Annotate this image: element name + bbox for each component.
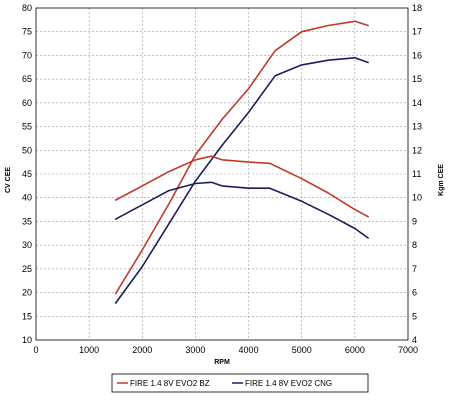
y-right-tick-label: 7 xyxy=(412,264,417,274)
y-right-tick-label: 14 xyxy=(412,98,422,108)
x-tick-label: 0 xyxy=(33,345,38,355)
y-left-tick-label: 80 xyxy=(22,3,32,13)
y-right-axis-title: Kgm CEE xyxy=(438,164,445,196)
x-tick-label: 6000 xyxy=(345,345,365,355)
series-line-power-bz xyxy=(114,20,369,295)
y-left-tick-label: 50 xyxy=(22,145,32,155)
y-right-tick-label: 9 xyxy=(412,216,417,226)
y-right-tick-label: 18 xyxy=(412,3,422,13)
y-left-tick-label: 75 xyxy=(22,27,32,37)
y-right-tick-label: 16 xyxy=(412,50,422,60)
x-tick-labels: 0 1000 2000 3000 4000 5000 6000 7000 xyxy=(33,345,418,355)
x-tick-label: 5000 xyxy=(292,345,312,355)
y-left-tick-label: 20 xyxy=(22,288,32,298)
plot-area-frame xyxy=(35,7,409,341)
x-tick-label: 3000 xyxy=(185,345,205,355)
grid xyxy=(36,8,408,340)
y-right-tick-label: 5 xyxy=(412,311,417,321)
series-lines xyxy=(114,20,369,304)
y-left-tick-label: 30 xyxy=(22,240,32,250)
y-left-tick-label: 60 xyxy=(22,98,32,108)
y-right-tick-labels: 4 5 6 7 8 9 10 11 12 13 14 15 16 17 18 xyxy=(412,3,422,345)
x-tick-label: 7000 xyxy=(398,345,418,355)
x-tick-label: 2000 xyxy=(132,345,152,355)
legend-label-cng: FIRE 1.4 8V EVO2 CNG xyxy=(245,379,332,388)
y-left-tick-label: 25 xyxy=(22,264,32,274)
x-axis-title: RPM xyxy=(214,359,230,366)
y-right-tick-label: 10 xyxy=(412,193,422,203)
y-left-tick-label: 70 xyxy=(22,50,32,60)
x-tick-label: 1000 xyxy=(79,345,99,355)
y-left-tick-label: 40 xyxy=(22,193,32,203)
y-left-tick-label: 10 xyxy=(22,335,32,345)
legend: FIRE 1.4 8V EVO2 BZ FIRE 1.4 8V EVO2 CNG xyxy=(111,373,369,393)
y-right-tick-label: 12 xyxy=(412,145,422,155)
y-right-tick-label: 11 xyxy=(412,169,421,179)
series-line-torque-cng xyxy=(114,181,369,239)
series-line-power-cng xyxy=(114,56,369,304)
legend-label-bz: FIRE 1.4 8V EVO2 BZ xyxy=(130,379,210,388)
y-right-tick-label: 15 xyxy=(412,74,422,84)
y-left-tick-label: 55 xyxy=(22,122,32,132)
y-left-tick-label: 35 xyxy=(22,216,32,226)
y-right-tick-label: 6 xyxy=(412,288,417,298)
y-right-tick-label: 8 xyxy=(412,240,417,250)
y-left-axis-title: CV CEE xyxy=(5,167,12,193)
y-right-tick-label: 17 xyxy=(412,27,422,37)
y-left-tick-labels: 10 15 20 25 30 35 40 45 50 55 60 65 70 75 80 xyxy=(22,3,32,345)
y-left-tick-label: 15 xyxy=(22,311,32,321)
y-right-tick-label: 13 xyxy=(412,122,422,132)
y-right-tick-label: 4 xyxy=(412,335,417,345)
x-tick-label: 4000 xyxy=(239,345,259,355)
y-left-tick-label: 65 xyxy=(22,74,32,84)
series-line-torque-bz xyxy=(114,155,369,218)
y-left-tick-label: 45 xyxy=(22,169,32,179)
